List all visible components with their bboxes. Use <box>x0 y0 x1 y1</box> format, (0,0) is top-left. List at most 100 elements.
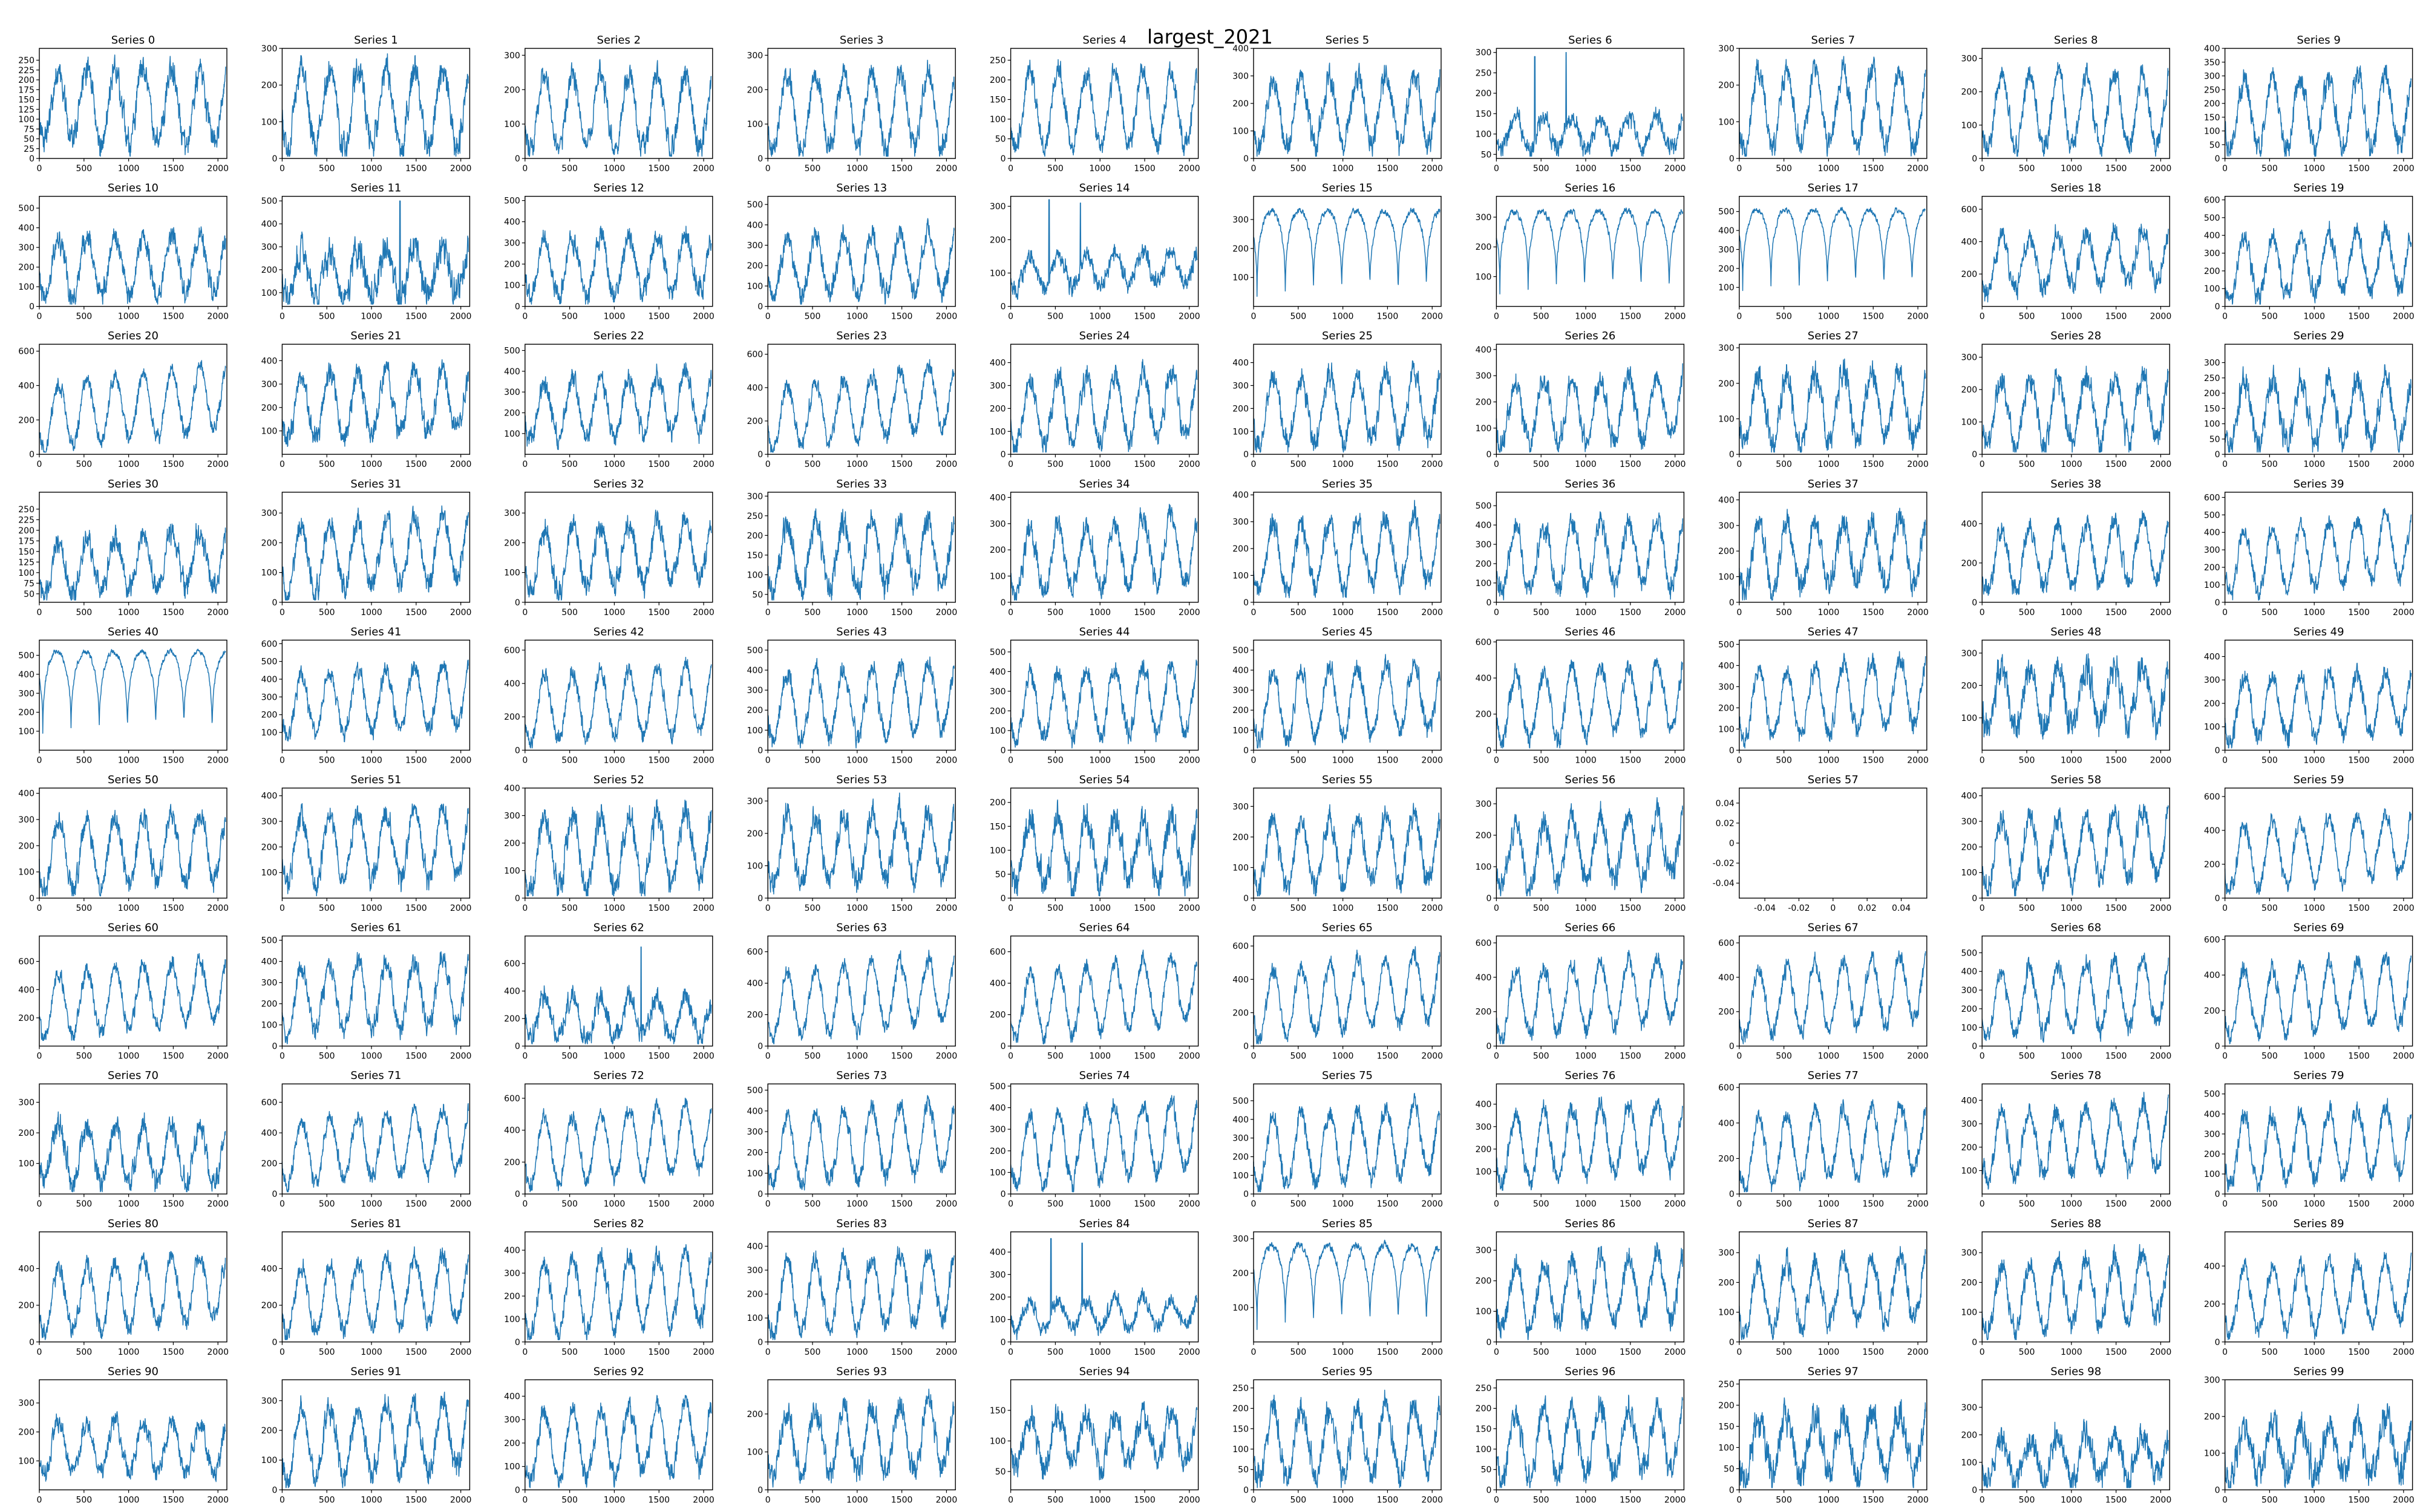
y-tick-label: 200 <box>1718 1278 1735 1288</box>
x-tick-label: 1000 <box>361 608 382 618</box>
y-tick-label: 200 <box>1232 1269 1249 1279</box>
panel-title: Series 36 <box>1565 478 1615 490</box>
y-tick-label: 200 <box>18 1428 34 1438</box>
x-tick-label: 1500 <box>2348 608 2370 618</box>
panel-1: Series 1 0 500 1000 1500 2000 0 100 200 300 <box>261 34 472 174</box>
x-tick-label: 1000 <box>1575 904 1597 913</box>
axes-frame <box>767 1083 956 1194</box>
series-line <box>39 54 226 157</box>
series-line <box>1496 1242 1684 1340</box>
series-line <box>525 1395 712 1488</box>
y-tick-label: 100 <box>261 1021 278 1031</box>
y-tick-label: 200 <box>504 1158 520 1167</box>
y-tick-label: 400 <box>2204 528 2220 538</box>
x-tick-label: 0 <box>1736 460 1742 469</box>
y-tick-label: 200 <box>1476 1145 1492 1155</box>
y-tick-label: 0 <box>1486 1338 1491 1347</box>
y-tick-label: 0 <box>29 302 34 312</box>
y-tick-label: 100 <box>1961 1023 1977 1033</box>
y-tick-label: 200 <box>747 1149 763 1158</box>
x-tick-label: 1500 <box>2348 312 2370 322</box>
x-tick-label: 0 <box>522 755 528 765</box>
panel-55: Series 55 0 500 1000 1500 2000 0 100 200 300 <box>1232 774 1443 913</box>
y-tick-label: 0 <box>1972 154 1977 164</box>
y-tick-label: 100 <box>1718 414 1735 424</box>
x-tick-label: 1000 <box>2061 1199 2082 1209</box>
panel-title: Series 48 <box>2050 625 2101 638</box>
y-tick-label: 0 <box>2215 1485 2220 1495</box>
panels-grid: Series 00 500 1000 1500 20000255075100125150… <box>18 34 2414 1505</box>
y-tick-label: 225 <box>18 515 34 525</box>
y-tick-label: 100 <box>1476 579 1492 588</box>
series-line <box>1010 59 1198 157</box>
y-tick-label: 400 <box>2204 231 2220 241</box>
y-tick-label: 0 <box>515 302 520 312</box>
y-tick-label: 100 <box>990 1437 1006 1447</box>
x-tick-label: 2000 <box>693 1199 715 1209</box>
x-tick-label: 0 <box>280 755 285 765</box>
y-tick-label: 200 <box>2204 1150 2220 1159</box>
x-tick-label: 1500 <box>2348 164 2370 174</box>
x-tick-label: 500 <box>805 1052 821 1061</box>
y-tick-label: 300 <box>747 492 763 501</box>
x-tick-label: 500 <box>76 312 92 322</box>
y-tick-label: 200 <box>1718 264 1735 274</box>
series-line <box>281 505 469 601</box>
x-tick-label: 0 <box>37 1495 42 1505</box>
x-tick-label: 2000 <box>1421 608 1443 618</box>
series-line <box>1010 359 1198 453</box>
y-tick-label: 400 <box>1961 1096 1977 1106</box>
x-tick-label: 1000 <box>2061 755 2082 765</box>
x-tick-label: 0 <box>280 1199 285 1209</box>
y-tick-label: 100 <box>504 569 520 578</box>
x-tick-label: 1500 <box>1620 1199 1641 1209</box>
axes-frame <box>1739 1379 1928 1491</box>
y-tick-label: 600 <box>2204 792 2220 802</box>
panel-title: Series 50 <box>108 774 159 786</box>
panel-61: Series 61 0 500 1000 1500 2000 0 100 200 300 400 50… <box>261 922 472 1061</box>
x-tick-label: 500 <box>319 1347 335 1357</box>
y-tick-label: 100 <box>1232 427 1249 437</box>
panel-68: Series 68 0 500 1000 1500 2000 0 100 200 300 400 50… <box>1961 922 2171 1061</box>
x-tick-label: -0.04 <box>1754 904 1776 913</box>
y-tick-label: 500 <box>747 646 763 656</box>
series-line <box>767 508 955 601</box>
y-tick-label: 300 <box>1961 817 1977 827</box>
y-tick-label: 0 <box>1972 1338 1977 1347</box>
y-tick-label: 100 <box>747 282 763 292</box>
y-tick-label: 200 <box>504 85 520 95</box>
x-tick-label: 500 <box>1533 1495 1549 1505</box>
y-tick-label: 0 <box>2215 1338 2220 1347</box>
y-tick-label: 100 <box>18 115 34 125</box>
axes-frame <box>281 1083 471 1194</box>
x-tick-label: 0 <box>1736 1052 1742 1061</box>
x-tick-label: 500 <box>1533 312 1549 322</box>
x-tick-label: 1000 <box>1332 608 1354 618</box>
series-line <box>767 59 955 157</box>
y-tick-label: 0 <box>272 154 277 164</box>
y-tick-label: 200 <box>261 1301 278 1311</box>
x-tick-label: 0 <box>522 1495 528 1505</box>
x-tick-label: 2000 <box>1421 1052 1443 1061</box>
panel-84: Series 84 0 500 1000 1500 2000 0 100 200 300 400 <box>990 1217 1200 1357</box>
panel-title: Series 62 <box>594 922 644 934</box>
y-tick-label: 300 <box>1232 518 1249 527</box>
axes-frame <box>281 639 471 751</box>
x-tick-label: 1000 <box>118 1052 140 1061</box>
x-tick-label: 1000 <box>2303 312 2325 322</box>
y-tick-label: 300 <box>1232 72 1249 82</box>
axes-frame <box>2224 639 2413 751</box>
y-tick-label: 175 <box>18 85 34 95</box>
y-tick-label: 250 <box>1476 68 1492 78</box>
x-tick-label: 1000 <box>846 1495 868 1505</box>
x-tick-label: 1000 <box>846 1199 868 1209</box>
x-tick-label: 2000 <box>1421 312 1443 322</box>
panel-48: Series 48 0 500 1000 1500 2000 100 200 300 <box>1961 625 2171 765</box>
y-tick-label: 200 <box>990 404 1006 414</box>
x-tick-label: 500 <box>1290 460 1306 469</box>
series-line <box>2224 1403 2412 1488</box>
x-tick-label: 0 <box>1494 1052 1499 1061</box>
panel-title: Series 27 <box>1808 330 1859 342</box>
x-tick-label: 2000 <box>450 1495 472 1505</box>
series-line <box>1253 654 1441 749</box>
